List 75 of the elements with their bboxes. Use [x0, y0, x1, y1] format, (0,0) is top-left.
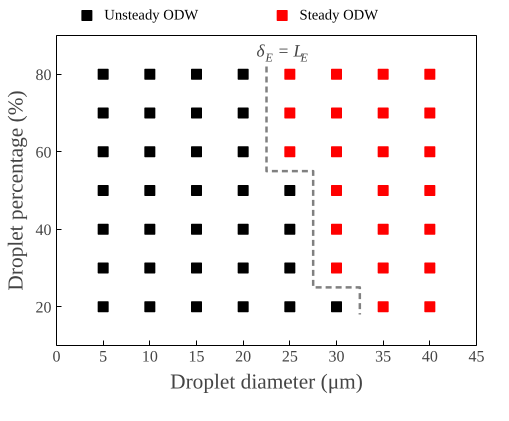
point	[238, 146, 249, 158]
point	[238, 224, 249, 235]
y-tick-label: 60	[36, 144, 52, 162]
point	[98, 146, 109, 158]
point	[191, 68, 202, 80]
point	[424, 224, 436, 235]
point	[378, 301, 389, 312]
point	[191, 301, 202, 312]
point	[144, 108, 156, 118]
point	[378, 68, 389, 80]
x-tick-label: 25	[282, 348, 298, 366]
x-tick-label: 0	[52, 348, 60, 366]
point	[98, 301, 109, 312]
y-axis-title: Droplet percentage (%)	[4, 90, 28, 291]
point	[238, 185, 249, 196]
x-tick-label: 40	[422, 348, 438, 366]
point	[284, 108, 296, 118]
x-tick-label: 5	[99, 348, 108, 366]
y-tick-label: 20	[36, 299, 52, 316]
point	[191, 146, 202, 158]
point	[331, 68, 342, 80]
point	[238, 108, 249, 118]
point	[191, 185, 202, 196]
point	[331, 301, 342, 312]
point	[98, 185, 109, 196]
point	[284, 68, 296, 80]
point	[424, 185, 436, 196]
point	[191, 224, 202, 235]
line-series	[265, 65, 362, 316]
x-tick-label: 45	[468, 348, 484, 366]
x-tick-label: 10	[142, 348, 158, 366]
y-tick-label: 80	[36, 66, 52, 84]
point	[284, 262, 296, 274]
point	[331, 185, 342, 196]
point	[98, 108, 109, 118]
point	[238, 68, 249, 80]
point	[378, 108, 389, 118]
point	[331, 108, 342, 118]
point	[144, 301, 156, 312]
point	[98, 262, 109, 274]
point	[424, 262, 436, 274]
point	[144, 262, 156, 274]
point	[144, 185, 156, 196]
point	[98, 68, 109, 80]
point	[424, 146, 436, 158]
point	[144, 224, 156, 235]
x-tick-label: 20	[235, 348, 252, 366]
x-tick-label: 35	[375, 348, 392, 366]
point	[378, 224, 389, 235]
point	[424, 108, 436, 118]
point	[144, 68, 156, 80]
legend-label: Unsteady ODW	[104, 8, 198, 24]
point	[378, 146, 389, 158]
point	[284, 301, 296, 312]
point	[191, 108, 202, 118]
point	[191, 262, 202, 274]
legend-label: Steady ODW	[300, 8, 378, 24]
point	[98, 224, 109, 235]
point	[284, 146, 296, 158]
x-tick-label: 30	[328, 348, 344, 366]
point	[331, 224, 342, 235]
point	[378, 185, 389, 196]
point	[284, 185, 296, 196]
point	[238, 301, 249, 312]
point	[424, 301, 436, 312]
point	[424, 68, 436, 80]
point	[284, 224, 296, 235]
y-tick-label: 40	[36, 222, 52, 239]
x-axis-title: Droplet diameter (μm)	[170, 370, 363, 394]
x-tick-label: 15	[188, 348, 204, 366]
point	[144, 146, 156, 158]
point	[331, 262, 342, 274]
point	[238, 262, 249, 274]
point	[378, 262, 389, 274]
point	[331, 146, 342, 158]
